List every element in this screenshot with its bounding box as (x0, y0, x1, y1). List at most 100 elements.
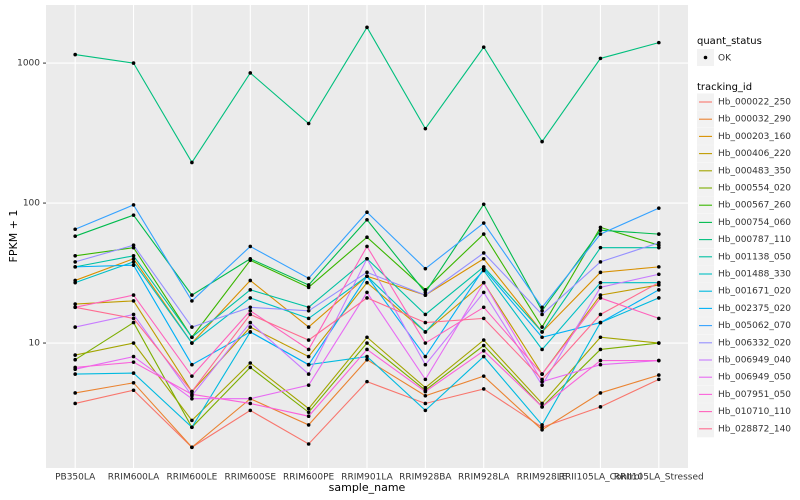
data-point (540, 335, 544, 340)
data-point (598, 280, 603, 285)
x-tick-label: RRIM928LA (458, 473, 510, 483)
data-point (598, 347, 603, 352)
data-point (131, 299, 136, 303)
data-point (365, 347, 369, 352)
data-point (423, 389, 428, 394)
data-point (365, 354, 369, 359)
data-point (423, 293, 428, 297)
data-point (73, 365, 77, 370)
data-point (248, 256, 253, 261)
legend-label: Hb_000567_260 (718, 201, 791, 211)
data-point (598, 320, 603, 325)
data-point (248, 325, 253, 329)
data-point (540, 347, 544, 352)
data-point (131, 316, 136, 321)
data-point (365, 256, 369, 261)
legend-label: Hb_001488_330 (718, 270, 791, 280)
data-point (657, 232, 661, 236)
data-point (190, 392, 194, 397)
data-point (131, 245, 136, 250)
data-point (598, 296, 603, 300)
data-point (365, 235, 369, 240)
data-point (423, 385, 428, 390)
data-point (306, 423, 311, 427)
data-point (481, 280, 486, 285)
data-point (306, 372, 311, 376)
data-point (73, 357, 77, 362)
data-point (598, 312, 603, 317)
legend-label: Hb_006332_020 (718, 338, 791, 348)
data-point (306, 354, 311, 359)
data-point (306, 283, 311, 287)
data-point (190, 293, 194, 297)
data-point (540, 325, 544, 329)
y-tick-label: 10 (29, 339, 41, 349)
data-point (190, 362, 194, 367)
data-point (481, 387, 486, 391)
data-point (481, 338, 486, 342)
x-tick-label: RRIM928LE (517, 473, 568, 483)
data-point (73, 305, 77, 310)
data-point (598, 232, 603, 236)
data-point (73, 372, 77, 376)
data-point (306, 121, 311, 126)
data-point (248, 330, 253, 334)
data-point (306, 308, 311, 313)
data-point (73, 325, 77, 329)
data-point (657, 296, 661, 300)
data-point (131, 256, 136, 261)
data-point (598, 391, 603, 395)
data-point (248, 361, 253, 365)
data-point (131, 354, 136, 359)
data-point (423, 354, 428, 359)
legend-label: Hb_000203_160 (718, 132, 791, 142)
data-point (481, 343, 486, 348)
data-point (365, 379, 369, 384)
data-point (131, 263, 136, 267)
x-tick-label: RRIM600SE (225, 473, 277, 483)
data-point (306, 442, 311, 446)
legend-label: Hb_000022_250 (718, 98, 791, 108)
data-point (657, 358, 661, 363)
data-point (248, 278, 253, 283)
data-point (248, 244, 253, 249)
data-point (190, 396, 194, 401)
data-point (365, 280, 369, 285)
data-point (540, 377, 544, 382)
y-tick-label: 1000 (17, 59, 40, 69)
data-point (540, 330, 544, 334)
data-point (131, 260, 136, 264)
data-point (365, 25, 369, 30)
data-point (73, 401, 77, 406)
data-point (481, 290, 486, 295)
data-point (657, 341, 661, 345)
data-point (306, 305, 311, 310)
data-point (365, 357, 369, 362)
data-point (598, 56, 603, 61)
data-point (131, 360, 136, 364)
data-point (248, 312, 253, 317)
data-point (365, 244, 369, 249)
data-point (598, 335, 603, 340)
legend-label: Hb_000787_110 (718, 235, 791, 245)
data-point (598, 228, 603, 232)
legend-title: quant_status (697, 36, 762, 47)
data-point (131, 293, 136, 297)
data-point (365, 296, 369, 300)
data-point (657, 265, 661, 269)
data-point (248, 396, 253, 401)
data-point (423, 312, 428, 317)
legend-label: Hb_028872_140 (718, 424, 791, 434)
legend-label: OK (718, 54, 732, 64)
data-point (306, 406, 311, 411)
legend-label: Hb_006949_050 (718, 373, 791, 383)
data-point (248, 320, 253, 325)
data-point (598, 285, 603, 290)
data-point (423, 408, 428, 413)
data-point (248, 308, 253, 313)
data-point (73, 227, 77, 232)
data-point (423, 377, 428, 382)
legend-label: Hb_007951_050 (718, 390, 791, 400)
data-point (190, 445, 194, 450)
data-point (657, 280, 661, 285)
